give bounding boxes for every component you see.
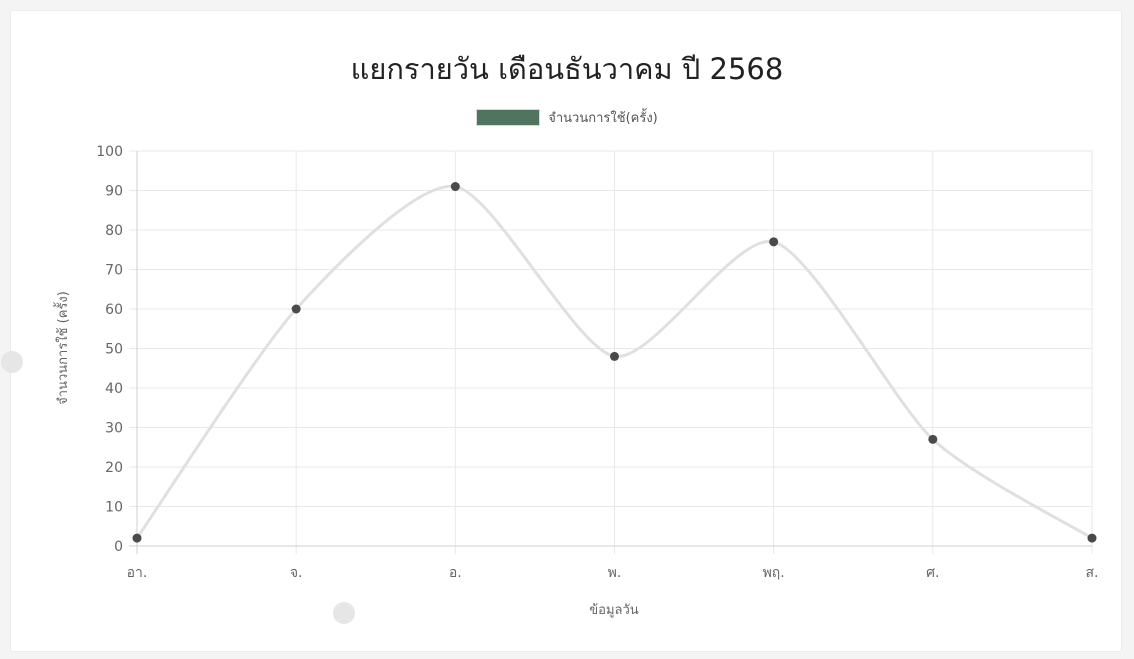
chart-legend[interactable]: จำนวนการใช้(ครั้ง) (0, 107, 1134, 128)
x-tick-label: พ. (608, 565, 622, 581)
y-tick-label: 10 (105, 500, 123, 516)
grid (129, 150, 1093, 554)
data-point[interactable] (132, 533, 142, 543)
data-point[interactable] (450, 182, 460, 192)
legend-label: จำนวนการใช้(ครั้ง) (548, 111, 658, 126)
y-tick-label: 100 (96, 144, 123, 160)
tick-labels: 0 10 20 30 40 50 60 70 80 90 100 อา. จ. อ. พ. พฤ. ศ. ส. (96, 144, 1098, 581)
y-tick-label: 0 (114, 539, 123, 555)
legend-swatch (476, 109, 541, 126)
x-tick-label: พฤ. (763, 565, 785, 581)
y-tick-label: 70 (105, 263, 123, 279)
y-tick-label: 60 (105, 302, 123, 318)
data-point[interactable] (610, 351, 619, 361)
x-axis-title: ข้อมูลวัน (589, 603, 639, 618)
x-tick-label: อา. (127, 565, 148, 581)
chart-title: แยกรายวัน เดือนธันวาคม ปี 2568 (350, 52, 784, 86)
y-tick-label: 80 (105, 223, 123, 239)
data-points (132, 182, 1097, 543)
data-point[interactable] (291, 304, 301, 314)
y-tick-label: 50 (105, 342, 123, 358)
y-tick-label: 20 (105, 460, 123, 476)
x-tick-label: ศ. (926, 565, 939, 581)
data-point[interactable] (769, 237, 779, 247)
chart-card (10, 10, 1122, 652)
decorative-dot (1, 351, 23, 373)
y-axis-title: จำนวนการใช้ (ครั้ง) (53, 291, 71, 405)
decorative-dot (333, 602, 355, 624)
y-tick-label: 30 (105, 421, 123, 437)
y-tick-label: 90 (105, 184, 123, 200)
x-tick-label: ส. (1086, 565, 1099, 581)
x-tick-label: อ. (449, 565, 462, 581)
data-point[interactable] (928, 434, 938, 444)
axes (129, 151, 1092, 554)
data-point[interactable] (1087, 533, 1097, 543)
x-tick-label: จ. (290, 565, 303, 581)
y-tick-label: 40 (105, 381, 123, 397)
